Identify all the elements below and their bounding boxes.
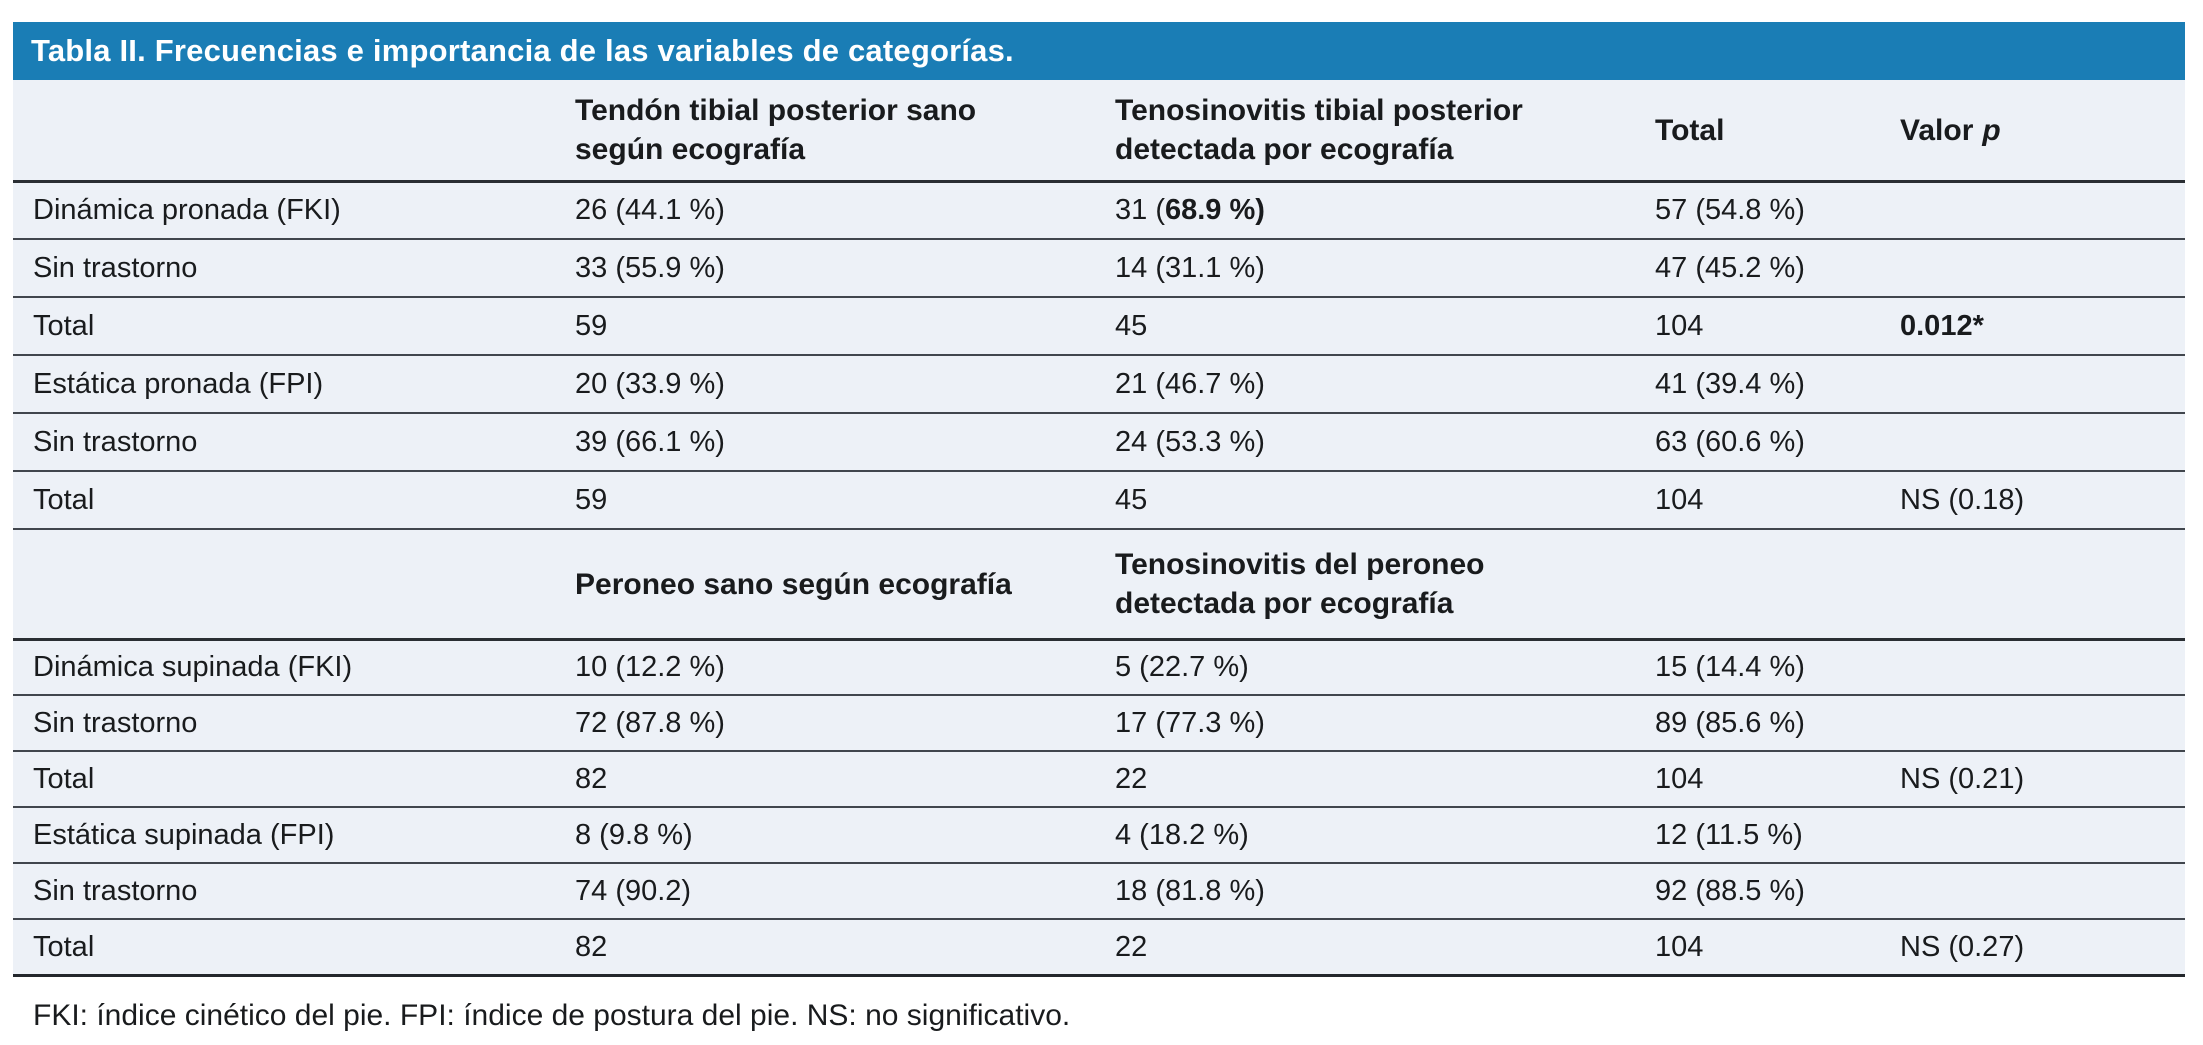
table-row: Estática pronada (FPI) 20 (33.9 %) 21 (4… xyxy=(13,354,2185,412)
cell-value: 24 (53.3 %) xyxy=(1115,425,1265,458)
cell-value: 8 (9.8 %) xyxy=(575,818,693,851)
cell-value: 15 (14.4 %) xyxy=(1655,651,1805,684)
column-header-tenosinovitis-peroneo: Tenosinovitis del peroneo detectada por … xyxy=(1115,548,1485,620)
table-row: Sin trastorno 72 (87.8 %) 17 (77.3 %) 89… xyxy=(13,694,2185,750)
row-label: Estática supinada (FPI) xyxy=(33,818,335,851)
footnote-area: FKI: índice cinético del pie. FPI: índic… xyxy=(13,977,2185,1033)
row-label: Dinámica pronada (FKI) xyxy=(33,194,341,227)
cell-value: 59 xyxy=(575,309,608,342)
column-header-tenosinovitis-tibial: Tenosinovitis tibial posterior detectada… xyxy=(1115,94,1523,166)
row-label: Total xyxy=(33,762,95,795)
row-label: Sin trastorno xyxy=(33,706,198,739)
section2-rows: Dinámica supinada (FKI) 10 (12.2 %) 5 (2… xyxy=(13,638,2185,974)
cell-value: 21 (46.7 %) xyxy=(1115,367,1265,400)
table-row: Sin trastorno 74 (90.2) 18 (81.8 %) 92 (… xyxy=(13,862,2185,918)
row-label: Sin trastorno xyxy=(33,874,198,907)
p-value-significant: 0.012* xyxy=(1900,309,1984,342)
cell-value: 12 (11.5 %) xyxy=(1655,818,1803,851)
cell-value: 18 (81.8 %) xyxy=(1115,874,1265,907)
cell-value: 104 xyxy=(1655,762,1704,795)
table-row: Total 59 45 104 0.012* xyxy=(13,296,2185,354)
cell-value: 4 (18.2 %) xyxy=(1115,818,1249,851)
table-title: Tabla II. Frecuencias e importancia de l… xyxy=(31,33,1014,68)
cell-value: 104 xyxy=(1655,930,1704,963)
column-header-total: Total xyxy=(1655,113,1725,147)
cell-value: 89 (85.6 %) xyxy=(1655,706,1805,739)
cell-value: 20 (33.9 %) xyxy=(575,367,725,400)
cell-value: 72 (87.8 %) xyxy=(575,706,725,739)
cell-value: 26 (44.1 %) xyxy=(575,194,725,227)
cell-value: 17 (77.3 %) xyxy=(1115,706,1265,739)
valor-label: Valor xyxy=(1900,113,1974,147)
cell-value: 92 (88.5 %) xyxy=(1655,874,1805,907)
cell-value: 14 (31.1 %) xyxy=(1115,251,1265,284)
cell-value: 41 (39.4 %) xyxy=(1655,367,1805,400)
cell-value-highlighted: 31 ( 68.9 %) xyxy=(1115,192,1655,228)
cell-value: 82 xyxy=(575,930,608,963)
cell-value: 45 xyxy=(1115,309,1148,342)
footnote: FKI: índice cinético del pie. FPI: índic… xyxy=(33,999,1071,1032)
row-label: Sin trastorno xyxy=(33,251,198,284)
table-body: Tendón tibial posterior sano según ecogr… xyxy=(13,80,2185,977)
table-row: Total 59 45 104 NS (0.18) xyxy=(13,470,2185,528)
row-label: Estática pronada (FPI) xyxy=(33,367,324,400)
table-row: Total 82 22 104 NS (0.27) xyxy=(13,918,2185,974)
header-row-section2: Peroneo sano según ecografía Tenosinovit… xyxy=(13,528,2185,638)
column-header-valor-p: Valor p xyxy=(1900,111,2185,150)
cell-value: 82 xyxy=(575,762,608,795)
cell-value: 74 (90.2) xyxy=(575,874,692,907)
cell-value: 22 xyxy=(1115,762,1148,795)
cell-value: 10 (12.2 %) xyxy=(575,651,725,684)
cell-value: 39 (66.1 %) xyxy=(575,425,725,458)
table-row: Estática supinada (FPI) 8 (9.8 %) 4 (18.… xyxy=(13,806,2185,862)
cell-value: 63 (60.6 %) xyxy=(1655,425,1805,458)
p-value-ns: NS (0.27) xyxy=(1900,930,2025,963)
column-header-peroneo-sano: Peroneo sano según ecografía xyxy=(575,567,1012,601)
cell-value: 33 (55.9 %) xyxy=(575,251,725,284)
table-row: Dinámica supinada (FKI) 10 (12.2 %) 5 (2… xyxy=(13,638,2185,694)
header-row-section1: Tendón tibial posterior sano según ecogr… xyxy=(13,80,2185,180)
row-label: Total xyxy=(33,309,95,342)
table-row: Sin trastorno 33 (55.9 %) 14 (31.1 %) 47… xyxy=(13,238,2185,296)
cell-value-bold: 68.9 %) xyxy=(1164,194,1265,227)
cell-value: 104 xyxy=(1655,309,1704,342)
p-value-ns: NS (0.18) xyxy=(1900,483,2025,516)
row-label: Dinámica supinada (FKI) xyxy=(33,651,353,684)
column-header-tendon-sano: Tendón tibial posterior sano según ecogr… xyxy=(575,94,977,166)
table-row: Dinámica pronada (FKI) 26 (44.1 %) 31 ( … xyxy=(13,180,2185,238)
section1-rows: Dinámica pronada (FKI) 26 (44.1 %) 31 ( … xyxy=(13,180,2185,528)
table-row: Sin trastorno 39 (66.1 %) 24 (53.3 %) 63… xyxy=(13,412,2185,470)
cell-value: 45 xyxy=(1115,483,1148,516)
row-label: Total xyxy=(33,930,95,963)
cell-value: 5 (22.7 %) xyxy=(1115,651,1249,684)
p-value-ns: NS (0.21) xyxy=(1900,762,2025,795)
cell-value: 104 xyxy=(1655,483,1704,516)
row-label: Sin trastorno xyxy=(33,425,198,458)
cell-value: 57 (54.8 %) xyxy=(1655,194,1805,227)
table-row: Total 82 22 104 NS (0.21) xyxy=(13,750,2185,806)
p-symbol: p xyxy=(1982,113,2001,147)
cell-value-prefix: 31 ( xyxy=(1115,194,1165,227)
cell-value: 47 (45.2 %) xyxy=(1655,251,1805,284)
cell-value: 22 xyxy=(1115,930,1148,963)
table-container: Tabla II. Frecuencias e importancia de l… xyxy=(13,22,2185,1033)
cell-value: 59 xyxy=(575,483,608,516)
table-title-bar: Tabla II. Frecuencias e importancia de l… xyxy=(13,22,2185,80)
row-label: Total xyxy=(33,483,95,516)
